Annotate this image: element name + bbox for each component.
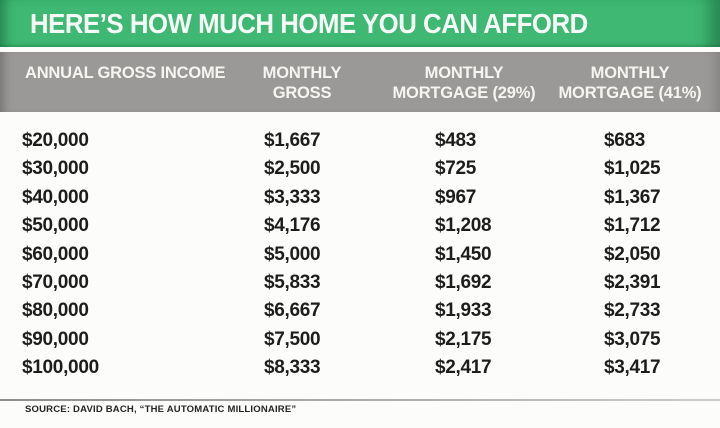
mortgage41-cell: $1,367 bbox=[604, 186, 661, 208]
column-header-label: MORTGAGE (41%) bbox=[558, 84, 702, 102]
mortgage41-cell: $3,075 bbox=[604, 328, 661, 350]
column-header-label: GROSS bbox=[272, 84, 332, 102]
table-row: $100,000 $8,333 $2,417 $3,417 bbox=[0, 354, 720, 382]
monthly-gross-cell: $5,833 bbox=[264, 271, 321, 293]
income-cell: $20,000 bbox=[22, 130, 89, 151]
mortgage29-cell: $1,208 bbox=[435, 215, 492, 237]
income-cell: $100,000 bbox=[22, 357, 99, 379]
mortgage41-cell: $683 bbox=[604, 130, 646, 151]
monthly-gross-cell: $4,176 bbox=[264, 215, 321, 237]
mortgage29-cell: $1,450 bbox=[435, 243, 492, 265]
footer-divider bbox=[0, 399, 720, 401]
monthly-gross-cell: $3,333 bbox=[264, 186, 321, 208]
column-header-label: ANNUAL GROSS INCOME bbox=[25, 64, 226, 82]
monthly-gross-cell: $2,500 bbox=[264, 158, 321, 180]
mortgage41-cell: $2,733 bbox=[604, 300, 661, 322]
table-row: $40,000 $3,333 $967 $1,367 bbox=[0, 184, 720, 212]
income-cell: $50,000 bbox=[22, 215, 89, 237]
table-row: $90,000 $7,500 $2,175 $3,075 bbox=[0, 326, 720, 354]
page-title: HERE’S HOW MUCH HOME YOU CAN AFFORD bbox=[30, 8, 588, 39]
mortgage41-cell: $1,025 bbox=[604, 158, 661, 180]
income-cell: $40,000 bbox=[22, 186, 89, 208]
table-row: $50,000 $4,176 $1,208 $1,712 bbox=[0, 212, 720, 240]
mortgage29-cell: $2,175 bbox=[435, 328, 492, 350]
column-header-annual-gross-income: ANNUAL GROSS INCOME bbox=[25, 63, 226, 83]
income-cell: $30,000 bbox=[22, 158, 89, 180]
monthly-gross-cell: $5,000 bbox=[264, 243, 321, 265]
mortgage41-cell: $2,050 bbox=[604, 243, 661, 265]
table-row: $80,000 $6,667 $1,933 $2,733 bbox=[0, 297, 720, 325]
source-credit: SOURCE: DAVID BACH, “THE AUTOMATIC MILLI… bbox=[25, 404, 297, 415]
mortgage29-cell: $483 bbox=[435, 130, 477, 151]
mortgage29-cell: $725 bbox=[435, 158, 477, 180]
income-cell: $80,000 bbox=[22, 300, 89, 322]
table-body: $20,000 $1,667 $483 $683 $30,000 $2,500 … bbox=[0, 127, 720, 383]
income-cell: $70,000 bbox=[22, 271, 89, 293]
income-cell: $90,000 bbox=[22, 328, 89, 350]
column-header-monthly-mortgage-29: MONTHLY MORTGAGE (29%) bbox=[380, 63, 548, 103]
table-row: $70,000 $5,833 $1,692 $2,391 bbox=[0, 269, 720, 297]
mortgage29-cell: $1,692 bbox=[435, 271, 492, 293]
mortgage29-cell: $2,417 bbox=[435, 357, 492, 379]
column-header-monthly-gross: MONTHLY GROSS bbox=[240, 63, 364, 103]
table-row: $20,000 $1,667 $483 $683 bbox=[0, 127, 720, 155]
title-banner: HERE’S HOW MUCH HOME YOU CAN AFFORD bbox=[0, 0, 720, 47]
mortgage29-cell: $1,933 bbox=[435, 300, 492, 322]
table-header-row: ANNUAL GROSS INCOME MONTHLY GROSS MONTHL… bbox=[0, 52, 720, 112]
column-header-label: MONTHLY bbox=[424, 64, 504, 82]
table-row: $60,000 $5,000 $1,450 $2,050 bbox=[0, 241, 720, 269]
monthly-gross-cell: $8,333 bbox=[264, 357, 321, 379]
income-cell: $60,000 bbox=[22, 243, 89, 265]
monthly-gross-cell: $1,667 bbox=[264, 130, 321, 151]
mortgage41-cell: $2,391 bbox=[604, 271, 661, 293]
column-header-monthly-mortgage-41: MONTHLY MORTGAGE (41%) bbox=[546, 63, 714, 103]
table-row: $30,000 $2,500 $725 $1,025 bbox=[0, 155, 720, 183]
column-header-label: MONTHLY bbox=[262, 64, 342, 82]
mortgage41-cell: $3,417 bbox=[604, 357, 661, 379]
monthly-gross-cell: $6,667 bbox=[264, 300, 321, 322]
column-header-label: MORTGAGE (29%) bbox=[392, 84, 536, 102]
column-header-label: MONTHLY bbox=[590, 64, 670, 82]
monthly-gross-cell: $7,500 bbox=[264, 328, 321, 350]
mortgage41-cell: $1,712 bbox=[604, 215, 661, 237]
mortgage29-cell: $967 bbox=[435, 186, 477, 208]
